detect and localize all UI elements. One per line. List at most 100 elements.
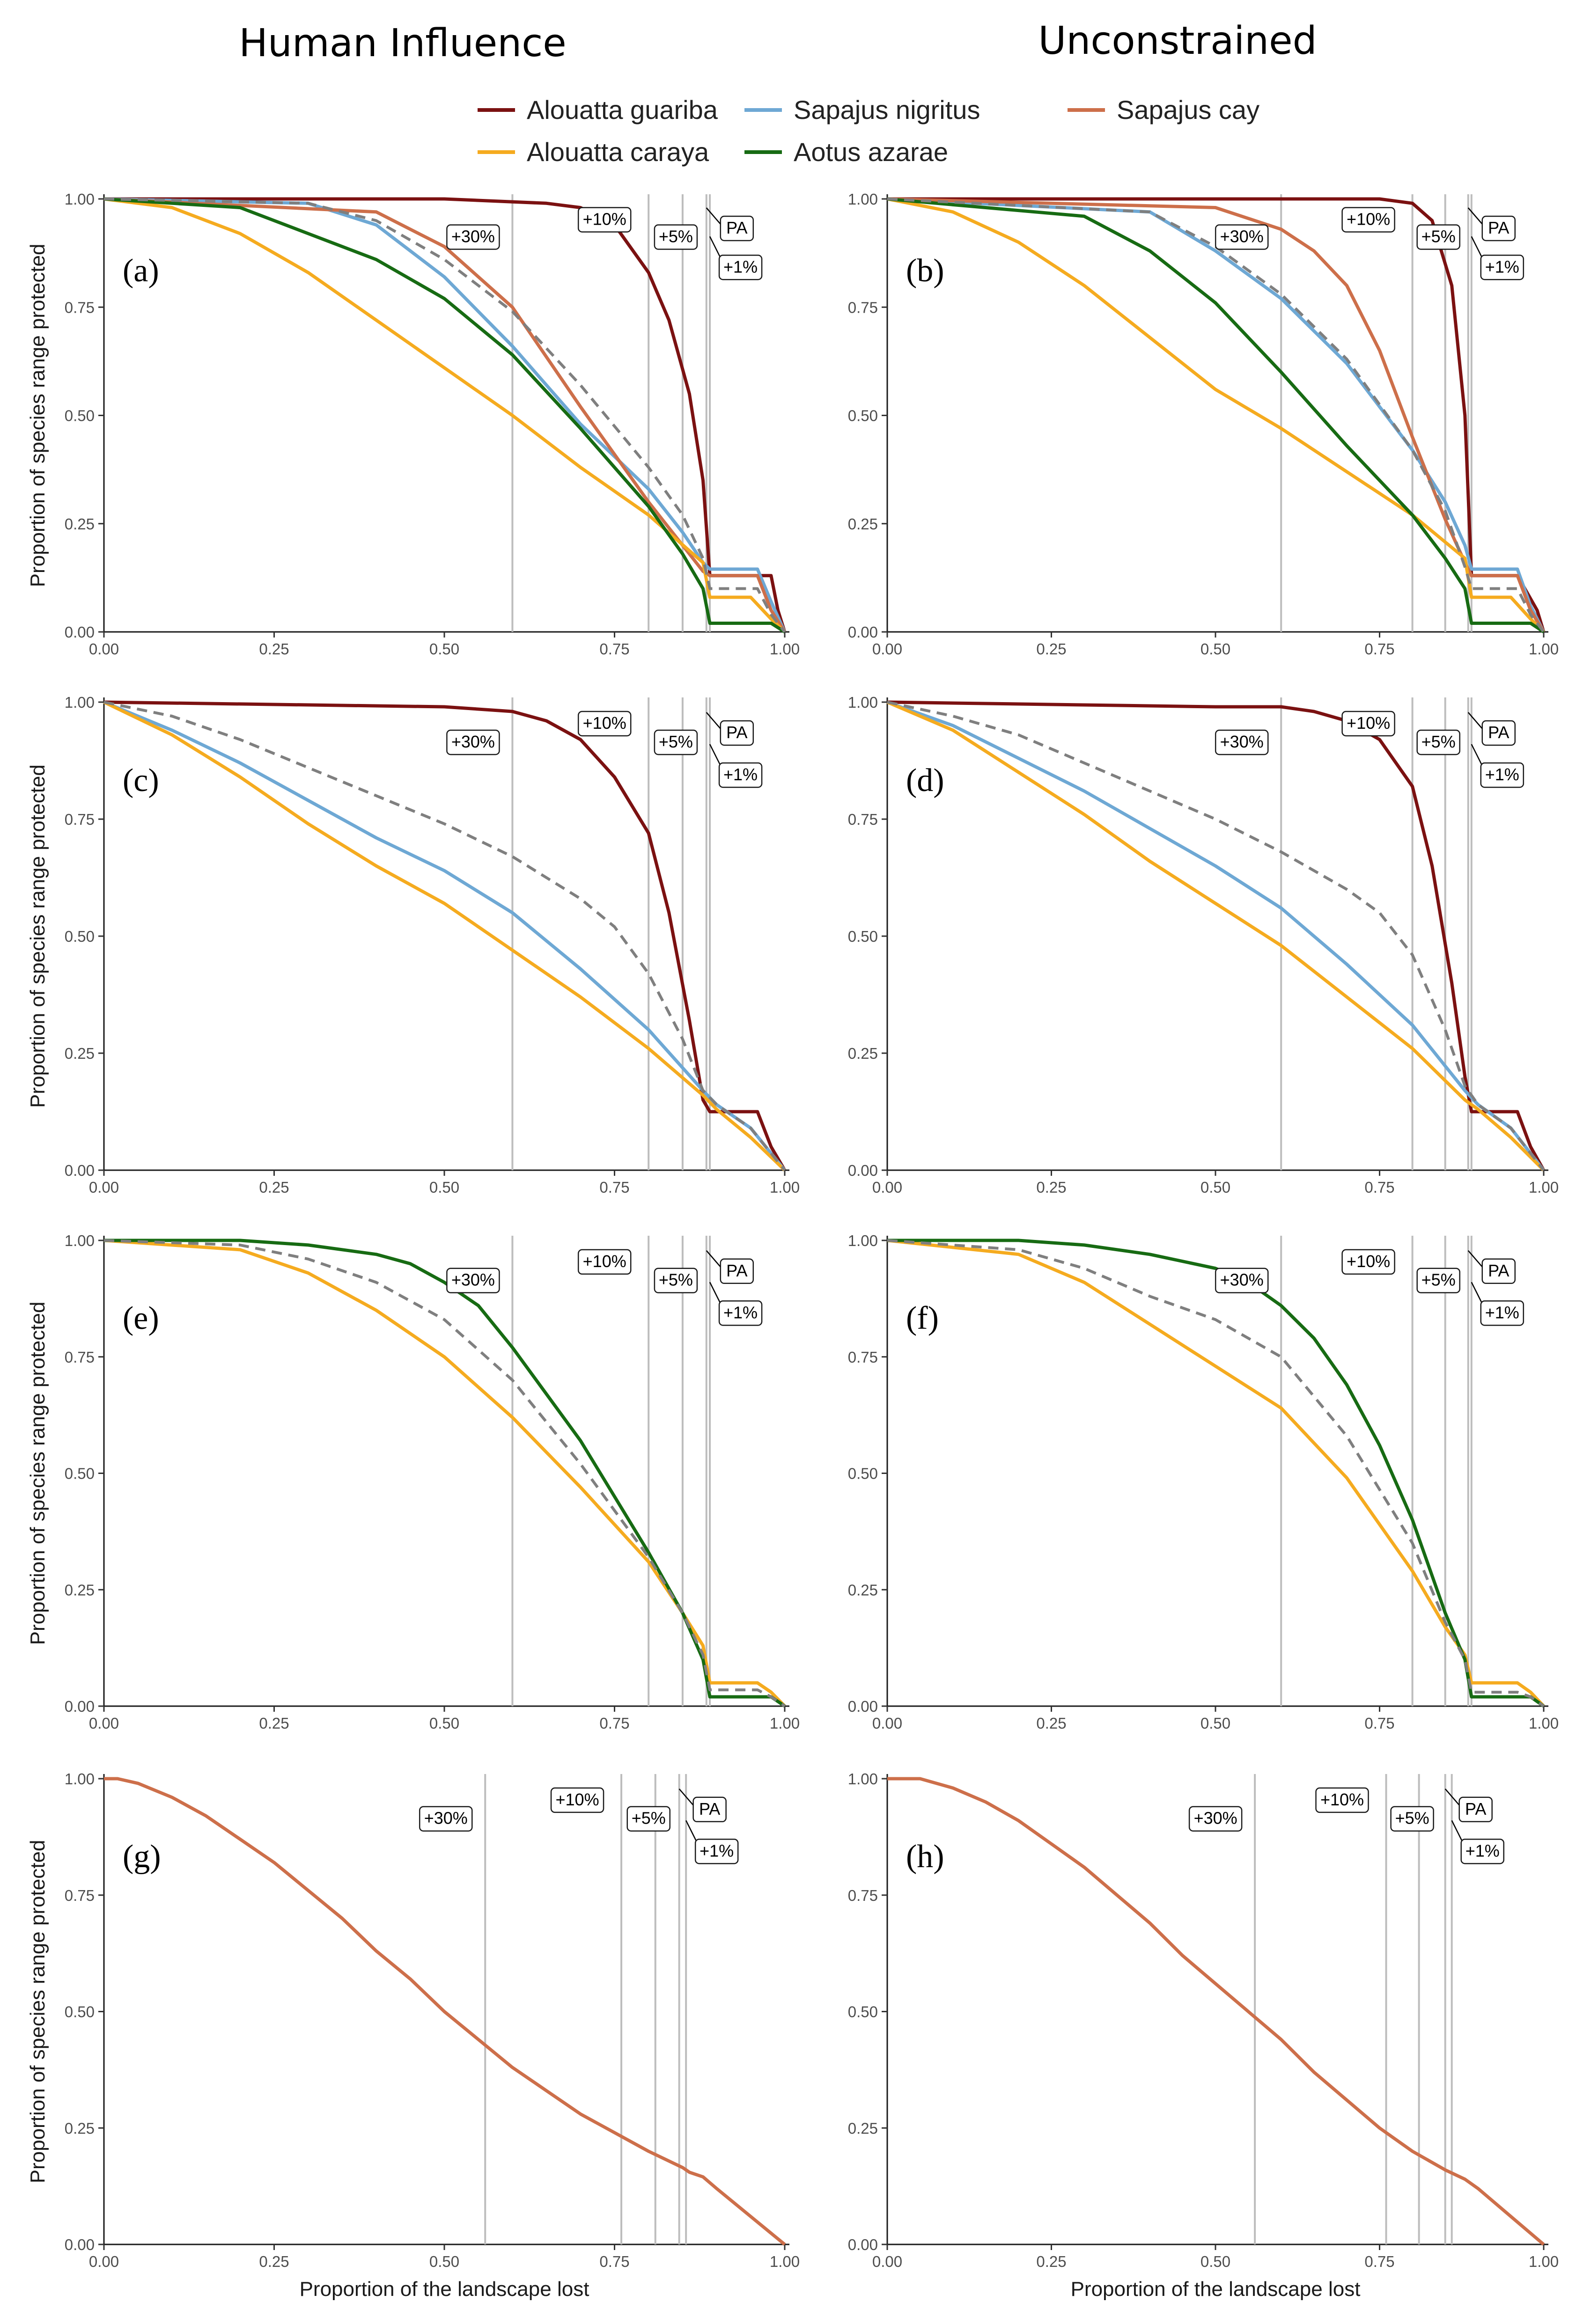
- panel-f-annotation-5: +5%: [1421, 1270, 1456, 1290]
- panel-g-x-tick-label: 0.00: [89, 2253, 119, 2270]
- panel-f-x-tick-label: 0.75: [1364, 1715, 1394, 1732]
- panel-h-annotation-10: +10%: [1320, 1790, 1364, 1809]
- panel-c: 0.00 0.25 0.50 0.75 1.00 0.00 0.25 0.50 0.75 1.00…: [26, 694, 800, 1196]
- panel-a-series-aotus-azarae: [103, 197, 786, 633]
- panel-e-x-tick-label: 0.75: [599, 1715, 629, 1732]
- panel-g-annotation-pa: PA: [699, 1799, 720, 1818]
- panel-f-x-tick-label: 0.25: [1036, 1715, 1066, 1732]
- panel-b-y-tick-label: 0.25: [848, 515, 878, 533]
- panel-b-y-tick-label: 0.50: [848, 407, 878, 425]
- panel-f-x-tick-label: 0.00: [872, 1715, 902, 1732]
- panel-d-annotation-30: +30%: [1220, 732, 1264, 751]
- panel-b-annotation-5-box: [1416, 224, 1460, 250]
- panel-g-annotation-10-box: [550, 1787, 604, 1813]
- panel-c-y-tick-label: 0.75: [65, 811, 95, 828]
- panel-b-annotation-pa-box: [1481, 215, 1516, 242]
- panel-b-annotation-pa: PA: [1488, 218, 1509, 237]
- panel-f-y-tick-label: 0.25: [848, 1581, 878, 1598]
- panel-b-annotation-30: +30%: [1220, 227, 1264, 246]
- panel-c-annotation-5: +5%: [659, 732, 693, 751]
- panel-b-x-tick-label: 1.00: [1529, 640, 1559, 658]
- panel-b-series-alouatta-caraya: [887, 197, 1545, 633]
- panel-h-y-tick-label: 1.00: [848, 1770, 878, 1788]
- panel-b-annotation-1: +1%: [1485, 257, 1519, 276]
- panel-c-y-axis-label: Proportion of species range protected: [26, 764, 49, 1108]
- panel-d-x-tick-label: 0.50: [1200, 1179, 1230, 1196]
- panel-a-series-sapajus-cay: [103, 197, 786, 633]
- panel-e-annotation-5: +5%: [659, 1270, 693, 1290]
- panels: 0.00 0.25 0.50 0.75 1.00 0.00 0.25 0.50 0.75 1.00…: [26, 191, 1559, 2301]
- panel-e-annotation-10-box: [577, 1249, 632, 1275]
- panel-h-x-tick-label: 0.00: [872, 2253, 902, 2270]
- panel-e-annotation-30-box: [446, 1268, 500, 1293]
- panel-f-annotation-30-box: [1215, 1268, 1269, 1293]
- panel-g-x-tick-label: 1.00: [770, 2253, 800, 2270]
- panel-e-y-tick-label: 0.50: [65, 1465, 95, 1482]
- panel-g: 0.00 0.25 0.50 0.75 1.00 0.00 0.25 0.50 0.75 1.00…: [26, 1770, 800, 2301]
- panel-e-annotation-pa: PA: [726, 1261, 747, 1280]
- panel-c-y-tick-label: 0.25: [65, 1045, 95, 1062]
- panel-c-annotation-30: +30%: [451, 732, 495, 751]
- panel-d-label: (d): [906, 762, 944, 799]
- panel-f-series-mean: [887, 1239, 1545, 1708]
- panel-e-annotation-pa-box: [720, 1258, 754, 1284]
- panel-h-annotation-30-box: [1188, 1806, 1243, 1832]
- panel-g-annotation-5: +5%: [632, 1809, 666, 1828]
- panel-b-series-mean: [887, 198, 1545, 633]
- panel-g-y-tick-label: 1.00: [65, 1770, 95, 1788]
- panel-b: 0.00 0.25 0.50 0.75 1.00 0.00 0.25 0.50 0.75 1.00…: [848, 191, 1559, 658]
- panel-g-x-tick-label: 0.50: [429, 2253, 459, 2270]
- panel-h-annotation-pa: PA: [1465, 1799, 1486, 1818]
- panel-a-y-axis-label: Proportion of species range protected: [26, 244, 49, 587]
- panel-a-series-alouatta-caraya: [103, 197, 786, 633]
- panel-h-annotation-30: +30%: [1194, 1809, 1237, 1828]
- panel-b-annotation-30-box: [1215, 224, 1269, 250]
- panel-d-annotation-pa-box: [1481, 720, 1516, 746]
- panel-d-series-alouatta-caraya: [886, 700, 1545, 1172]
- panel-h-series-sapajus-cay: [887, 1777, 1545, 2246]
- panel-a-x-tick-label: 0.25: [259, 640, 289, 658]
- panel-g-y-tick-label: 0.00: [65, 2236, 95, 2253]
- panel-e-annotation-10: +10%: [583, 1252, 626, 1271]
- panel-g-annotation-5-box: [626, 1806, 670, 1832]
- panel-a-y-tick-label: 0.25: [65, 515, 95, 533]
- panel-a-series-sapajus-nigritus: [103, 197, 787, 633]
- panel-b-x-tick-label: 0.25: [1036, 640, 1066, 658]
- panel-c-annotation-pa: PA: [726, 723, 747, 742]
- panel-e-annotation-1-box: [718, 1300, 763, 1326]
- legend-label-alouatta-caraya: Alouatta caraya: [527, 137, 709, 167]
- legend: Alouatta guariba Sapajus nigritus Sapajus …: [478, 95, 1259, 167]
- panel-a-annotation-5: +5%: [659, 227, 693, 246]
- panel-d-y-tick-label: 0.75: [848, 811, 878, 828]
- panel-b-label: (b): [906, 253, 944, 289]
- panel-e-series-alouatta-caraya: [103, 1239, 786, 1708]
- panel-a-x-tick-label: 0.75: [599, 640, 629, 658]
- panel-d-annotation-1: +1%: [1485, 765, 1519, 784]
- panel-g-y-axis-label: Proportion of species range protected: [26, 1840, 49, 2184]
- panel-e-y-tick-label: 1.00: [65, 1232, 95, 1249]
- panel-a-y-tick-label: 1.00: [65, 191, 95, 208]
- panel-a-annotation-pa-box: [720, 215, 754, 242]
- panel-c-annotation-1-box: [718, 762, 763, 788]
- panel-c-x-tick-label: 0.75: [599, 1179, 629, 1196]
- panel-a-label: (a): [123, 253, 159, 289]
- panel-c-annotation-pa-box: [720, 720, 754, 746]
- panel-d-annotation-10: +10%: [1347, 713, 1390, 733]
- panel-a-y-tick-label: 0.00: [65, 623, 95, 641]
- panel-g-annotation-30-box: [419, 1806, 473, 1832]
- panel-g-x-tick-label: 0.75: [599, 2253, 629, 2270]
- panel-c-x-tick-label: 0.50: [429, 1179, 459, 1196]
- panel-a-y-tick-label: 0.50: [65, 407, 95, 425]
- panel-h-x-axis-label: Proportion of the landscape lost: [1071, 2278, 1361, 2301]
- panel-b-series-sapajus-cay: [887, 197, 1545, 633]
- panel-a-annotation-10-box: [577, 207, 632, 233]
- panel-c-label: (c): [123, 762, 159, 799]
- panel-h-x-tick-label: 0.50: [1200, 2253, 1230, 2270]
- panel-h-y-tick-label: 0.25: [848, 2119, 878, 2137]
- panel-d-y-tick-label: 1.00: [848, 694, 878, 711]
- panel-d-x-tick-label: 0.25: [1036, 1179, 1066, 1196]
- panel-c-annotation-10-box: [577, 711, 632, 737]
- panel-g-annotation-pa-box: [692, 1796, 727, 1823]
- panel-e-y-tick-label: 0.75: [65, 1349, 95, 1366]
- panel-c-series-sapajus-nigritus: [103, 700, 786, 1172]
